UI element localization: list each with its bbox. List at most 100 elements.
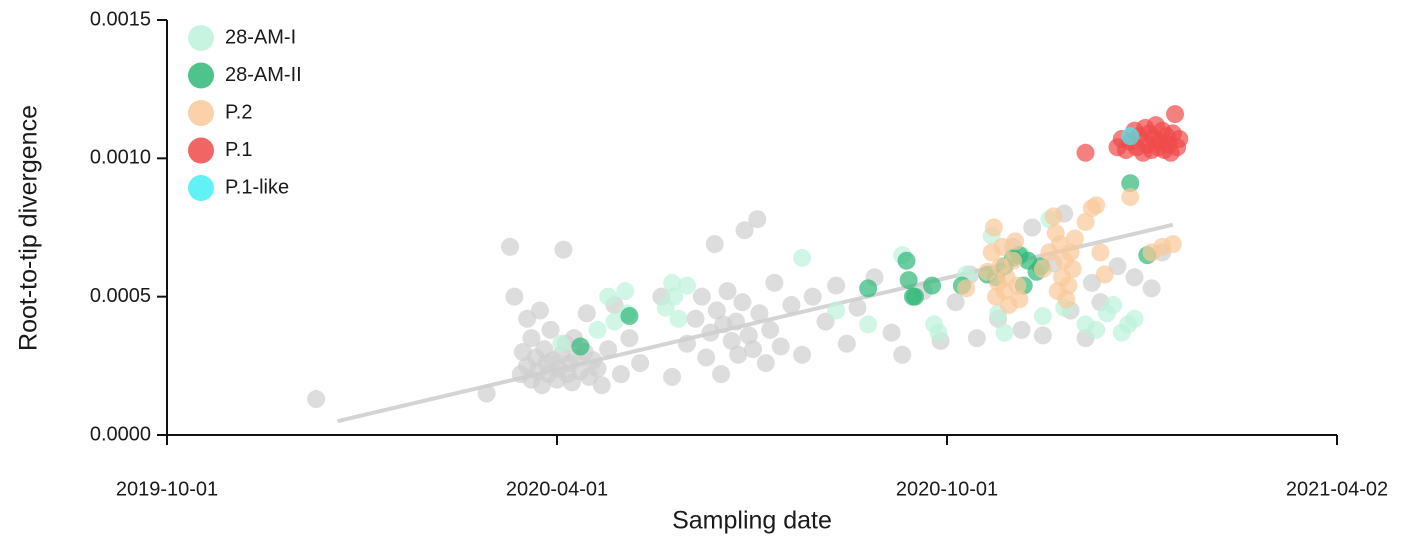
point — [750, 304, 769, 323]
x-axis-title: Sampling date — [672, 507, 832, 535]
point — [906, 287, 925, 306]
point — [1033, 260, 1052, 278]
point — [678, 276, 696, 295]
point — [756, 354, 775, 373]
point — [761, 320, 780, 339]
legend-label: 28-AM-II — [225, 64, 302, 86]
point — [1059, 276, 1078, 295]
point — [1044, 207, 1063, 226]
point — [722, 331, 741, 350]
point — [616, 282, 635, 301]
point — [577, 304, 596, 323]
point — [946, 293, 965, 312]
point — [663, 367, 682, 386]
point — [729, 345, 748, 364]
point — [967, 329, 986, 348]
point — [1082, 273, 1101, 292]
legend-marker — [188, 175, 214, 201]
x-tick-label: 2019-10-01 — [116, 478, 218, 500]
point — [897, 251, 916, 270]
point — [837, 334, 856, 353]
point — [1057, 290, 1076, 309]
point — [707, 301, 726, 320]
point — [1023, 218, 1042, 237]
y-axis-title: Root-to-tip divergence — [15, 105, 43, 351]
point — [1142, 279, 1161, 298]
point — [541, 320, 560, 339]
legend-marker — [188, 25, 214, 51]
point — [518, 309, 537, 328]
point — [1012, 320, 1031, 339]
point — [678, 334, 696, 353]
point — [893, 345, 912, 364]
point — [1095, 265, 1114, 284]
point — [665, 287, 684, 306]
point — [663, 273, 682, 292]
point — [1010, 290, 1029, 309]
point — [984, 218, 1003, 237]
point — [803, 287, 822, 306]
point — [793, 248, 812, 267]
point — [592, 376, 611, 395]
point — [1087, 196, 1106, 215]
y-tick-label: 0.0015 — [90, 8, 151, 30]
y-tick-label: 0.0010 — [90, 147, 151, 169]
point — [1033, 307, 1052, 326]
point — [1121, 127, 1140, 146]
point — [1170, 129, 1189, 148]
point — [571, 337, 590, 356]
point — [1076, 212, 1095, 231]
x-tick-label: 2020-04-01 — [506, 478, 608, 500]
point — [899, 271, 918, 290]
point — [599, 287, 618, 306]
legend-marker — [188, 100, 214, 126]
point — [1065, 229, 1084, 248]
point — [701, 323, 720, 342]
point — [1008, 276, 1027, 295]
point — [620, 307, 639, 326]
point — [718, 282, 737, 301]
point — [735, 221, 754, 240]
legend-marker — [188, 137, 214, 164]
point — [929, 323, 948, 342]
point — [530, 301, 549, 320]
point — [859, 315, 878, 334]
point — [1163, 235, 1182, 254]
point — [1121, 188, 1140, 207]
point — [505, 287, 524, 306]
point — [692, 287, 711, 306]
point — [554, 240, 573, 259]
point — [697, 348, 716, 367]
point — [1061, 243, 1080, 262]
point — [727, 312, 746, 331]
x-tick-label: 2020-10-01 — [896, 478, 998, 500]
point — [771, 337, 790, 356]
point — [782, 295, 801, 314]
point — [733, 293, 752, 312]
point — [1004, 251, 1023, 270]
point — [522, 329, 541, 348]
point — [620, 329, 639, 348]
point — [1166, 105, 1185, 124]
point — [995, 323, 1014, 342]
point — [882, 323, 901, 342]
y-tick-label: 0.0005 — [90, 285, 151, 307]
point — [744, 340, 763, 359]
point — [1063, 260, 1082, 278]
point — [631, 354, 650, 373]
point — [827, 276, 846, 295]
point — [686, 309, 705, 328]
point — [827, 301, 846, 320]
point — [739, 326, 758, 345]
point — [765, 273, 784, 292]
point — [848, 298, 867, 317]
point — [923, 276, 942, 295]
point — [599, 340, 618, 359]
point — [712, 365, 731, 384]
point — [1006, 232, 1025, 251]
point — [748, 210, 767, 229]
point — [1087, 320, 1106, 339]
point — [1121, 174, 1140, 193]
point — [669, 309, 688, 328]
